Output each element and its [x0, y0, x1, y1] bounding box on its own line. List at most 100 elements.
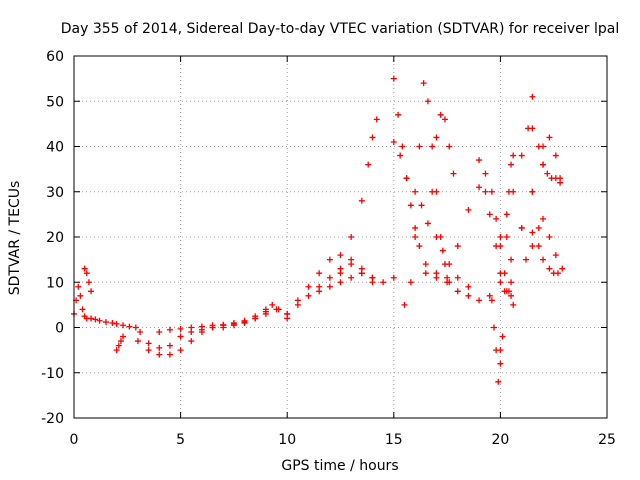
series-track-07	[284, 270, 397, 317]
data-point	[407, 279, 414, 286]
data-point	[348, 234, 355, 240]
data-point	[552, 152, 559, 159]
data-point	[188, 324, 195, 331]
data-point	[115, 342, 122, 349]
data-point	[454, 274, 461, 281]
data-point	[373, 116, 380, 123]
plot-frame	[73, 55, 608, 419]
y-tick-label: 10	[46, 275, 64, 291]
x-axis-label: GPS time / hours	[281, 458, 398, 474]
data-point	[137, 329, 144, 336]
data-point	[305, 283, 312, 290]
data-point	[96, 317, 103, 324]
series-track-19	[497, 93, 536, 240]
series-track-06	[156, 310, 269, 336]
data-point	[476, 184, 483, 191]
data-point	[358, 265, 365, 272]
data-point	[177, 333, 184, 340]
y-tick-label: 20	[46, 230, 64, 246]
series-track-18	[488, 152, 517, 385]
data-point	[337, 279, 344, 286]
data-point	[488, 188, 495, 195]
data-point	[486, 211, 493, 218]
data-point	[518, 224, 525, 231]
axes-layer: 0 5 10 15 20 25 -20 -10 0 10 20 30 40 50 60	[41, 49, 616, 448]
data-point	[501, 270, 508, 277]
data-point	[424, 98, 431, 105]
data-point	[120, 333, 127, 340]
data-point	[454, 288, 461, 295]
data-point	[433, 274, 440, 281]
x-tick-label: 20	[491, 432, 509, 448]
data-point	[429, 188, 436, 195]
data-point	[397, 152, 404, 159]
data-point	[482, 170, 489, 177]
data-point	[518, 152, 525, 159]
data-point	[407, 202, 414, 209]
data-point	[465, 283, 472, 290]
data-point	[557, 179, 564, 186]
data-point	[145, 347, 152, 354]
series-track-10	[337, 116, 380, 277]
data-point	[85, 279, 92, 286]
data-point	[145, 340, 152, 347]
data-point	[493, 215, 500, 222]
data-point	[535, 143, 542, 150]
data-point	[252, 315, 259, 322]
data-point	[390, 274, 397, 281]
data-point	[132, 324, 139, 331]
x-tick-label: 10	[278, 432, 296, 448]
series-track-22	[529, 125, 564, 186]
series-track-09	[316, 256, 376, 290]
data-point	[497, 360, 504, 367]
data-point	[117, 338, 124, 345]
data-point	[476, 297, 483, 304]
data-point	[433, 234, 440, 240]
data-point	[134, 338, 141, 345]
series-track-20	[497, 134, 564, 354]
data-point	[546, 265, 553, 272]
x-tick-label: 5	[176, 432, 185, 448]
data-point	[416, 143, 423, 150]
data-point	[77, 292, 84, 299]
series-track-02	[81, 265, 95, 295]
data-point	[465, 292, 472, 299]
data-point	[177, 347, 184, 354]
data-point	[552, 252, 559, 259]
data-point	[508, 292, 515, 299]
data-point	[433, 134, 440, 141]
data-point	[326, 256, 333, 263]
series-track-21	[529, 229, 566, 277]
data-point	[188, 338, 195, 345]
data-point	[439, 247, 446, 254]
data-point	[491, 324, 498, 331]
data-point	[83, 270, 90, 277]
data-point	[294, 297, 301, 304]
data-layer	[71, 75, 566, 385]
data-point	[503, 211, 510, 218]
data-point	[348, 274, 355, 281]
data-point	[412, 224, 419, 231]
data-point	[546, 134, 553, 141]
data-point	[559, 265, 566, 272]
data-point	[284, 310, 291, 317]
data-point	[88, 288, 95, 295]
data-point	[497, 279, 504, 286]
data-point	[113, 320, 120, 327]
data-point	[120, 322, 127, 329]
data-point	[380, 279, 387, 286]
data-point	[508, 161, 515, 168]
x-tick-label: 15	[385, 432, 403, 448]
series-track-15	[454, 184, 515, 299]
data-point	[501, 288, 508, 295]
series-track-13	[390, 138, 472, 290]
x-tick-label: 25	[598, 432, 616, 448]
y-tick-label: 50	[46, 94, 64, 110]
data-point	[540, 256, 547, 263]
data-point	[497, 234, 504, 240]
data-point	[348, 256, 355, 263]
data-point	[156, 351, 163, 358]
data-point	[476, 157, 483, 164]
data-point	[418, 202, 425, 209]
data-point	[92, 316, 99, 323]
